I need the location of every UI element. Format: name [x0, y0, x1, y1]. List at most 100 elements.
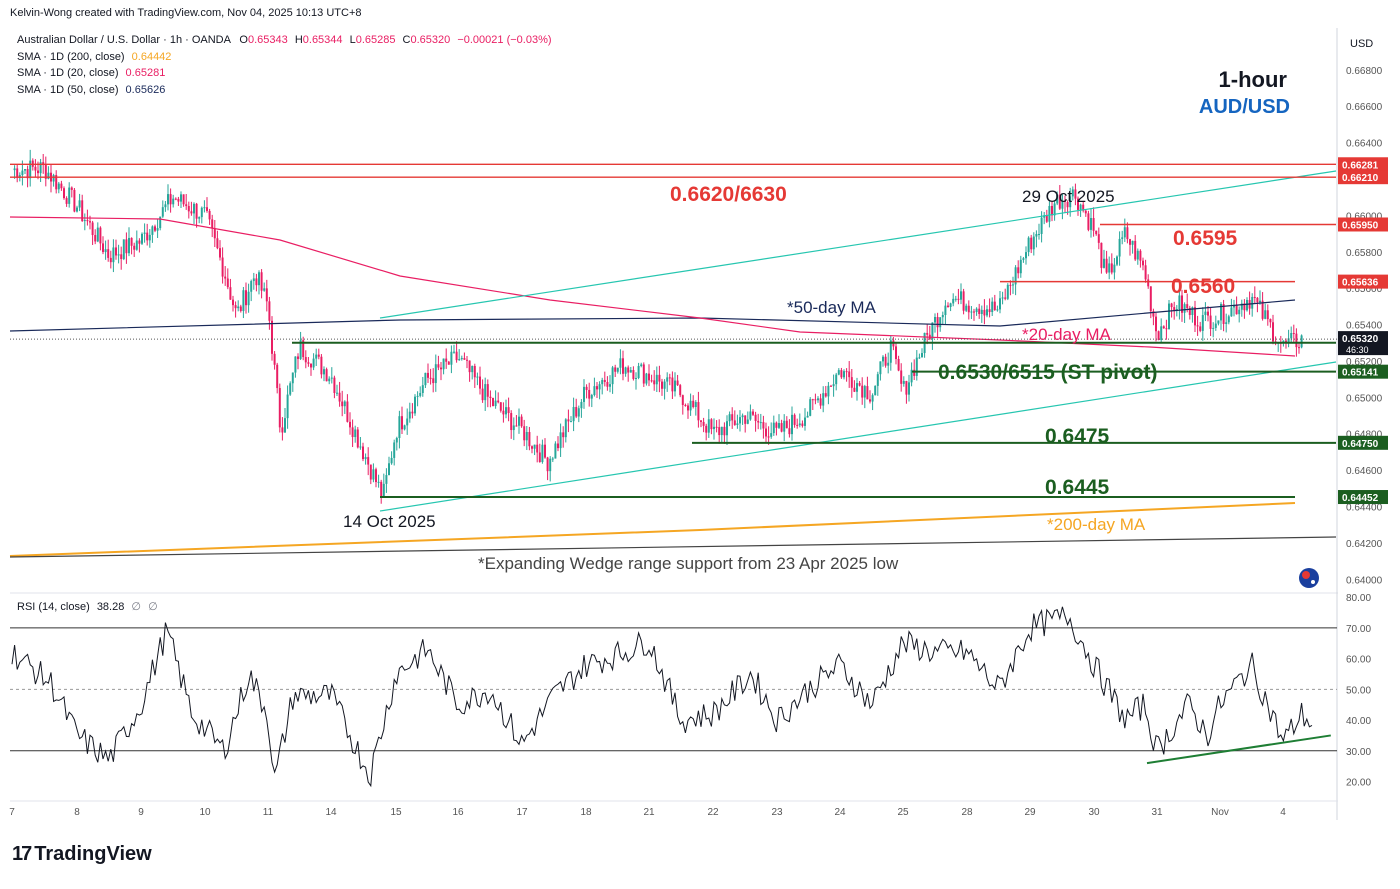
candle-body: [876, 374, 879, 386]
candle-body: [978, 308, 981, 314]
candle-body: [661, 381, 663, 389]
symbol-legend[interactable]: Australian Dollar / U.S. Dollar · 1h · O…: [17, 34, 552, 46]
candle-body: [151, 226, 154, 235]
candle-body: [713, 426, 715, 430]
candle-body: [554, 443, 557, 459]
candle-body: [1079, 204, 1082, 210]
candle-body: [601, 379, 604, 385]
axis-badge: [1338, 170, 1388, 185]
candle-body: [913, 369, 916, 376]
candle-body: [921, 353, 923, 358]
candle-body: [918, 357, 921, 359]
label-support-2: 0.6445: [1045, 476, 1110, 499]
candle-body: [674, 380, 676, 392]
indicator-legend-sma20[interactable]: SMA · 1D (20, close) 0.65281: [17, 67, 165, 79]
wedge-lower-line: [379, 361, 1337, 512]
candle-body: [551, 458, 554, 460]
candle-body: [323, 369, 325, 375]
candle-body: [1069, 196, 1072, 208]
candle-body: [668, 377, 671, 379]
rsi-tick-label: 20.00: [1346, 778, 1371, 789]
candle-body: [117, 254, 120, 256]
candle-body: [182, 194, 185, 205]
candle-body: [934, 316, 936, 323]
candle-body: [772, 422, 775, 434]
candle-body: [239, 306, 242, 312]
candle-body: [1246, 299, 1248, 311]
candle-body: [676, 380, 679, 386]
candle-body: [671, 377, 674, 392]
indicator-legend-sma200[interactable]: SMA · 1D (200, close) 0.64442: [17, 51, 171, 63]
candle-body: [343, 401, 346, 407]
candle-body: [1152, 311, 1155, 317]
candle-body: [544, 444, 546, 458]
price-tick-label: 0.64400: [1346, 502, 1383, 513]
candle-body: [78, 200, 81, 208]
candle-body: [70, 187, 73, 190]
candle-body: [570, 421, 572, 423]
time-tick-label: 21: [643, 807, 655, 818]
ma200-line: [9, 502, 1296, 557]
candle-body: [284, 418, 286, 433]
ohlc-open-label: O: [239, 34, 248, 46]
candle-body: [250, 281, 253, 292]
candle-body: [398, 416, 401, 438]
candle-body: [286, 394, 289, 419]
candle-body: [468, 360, 471, 373]
candle-body: [741, 415, 744, 418]
candle-body: [89, 221, 91, 223]
candle-body: [598, 384, 601, 390]
candle-body: [1110, 263, 1113, 273]
label-ma200: *200-day MA: [1047, 515, 1146, 534]
bar-countdown: 46:30: [1346, 345, 1369, 355]
candle-body: [715, 426, 718, 428]
candle-body: [603, 379, 606, 382]
candle-body: [642, 364, 645, 384]
candle-body: [1006, 284, 1009, 299]
currency-flag-icon[interactable]: [1299, 568, 1319, 588]
rsi-tick-label: 80.00: [1346, 593, 1371, 604]
candle-body: [746, 419, 749, 424]
indicator-label: SMA · 1D (20, close): [17, 67, 119, 79]
last-price-badge: [1338, 331, 1388, 356]
candle-body: [458, 358, 461, 361]
indicator-legend-sma50[interactable]: SMA · 1D (50, close) 0.65626: [17, 84, 165, 96]
candle-body: [330, 377, 333, 379]
candle-body: [629, 370, 632, 373]
candle-body: [154, 226, 156, 231]
candle-body: [1061, 200, 1064, 209]
candle-body: [1225, 322, 1228, 324]
candle-body: [297, 356, 299, 359]
axis-badge: [1338, 364, 1388, 379]
candle-body: [785, 420, 788, 429]
candle-body: [198, 217, 201, 219]
candle-body: [804, 417, 806, 426]
candle-body: [190, 211, 193, 214]
candle-body: [414, 396, 416, 414]
candle-body: [1295, 333, 1298, 348]
candle-body: [224, 276, 227, 279]
candle-body: [1147, 279, 1150, 287]
chart-credit: Kelvin-Wong created with TradingView.com…: [10, 7, 362, 19]
candle-body: [94, 235, 97, 242]
candle-body: [973, 311, 975, 313]
candle-body: [125, 239, 128, 254]
candle-body: [523, 426, 526, 441]
wedge-upper-line: [379, 170, 1337, 319]
candle-body: [390, 457, 393, 464]
time-tick-label: 23: [771, 807, 783, 818]
candle-body: [128, 237, 130, 254]
candle-body: [949, 303, 952, 307]
candle-body: [260, 272, 263, 291]
candle-body: [349, 421, 351, 428]
rsi-legend[interactable]: RSI (14, close) 38.28 ∅ ∅: [17, 600, 158, 613]
candle-body: [616, 367, 619, 372]
tradingview-logo[interactable]: 17 TradingView: [12, 843, 152, 866]
candle-body: [437, 364, 440, 368]
candle-body: [369, 464, 372, 480]
candle-body: [463, 358, 466, 360]
candlestick-series[interactable]: [13, 149, 1303, 504]
ohlc-change: −0.00021 (−0.03%): [457, 34, 552, 46]
candle-body: [1116, 256, 1118, 265]
